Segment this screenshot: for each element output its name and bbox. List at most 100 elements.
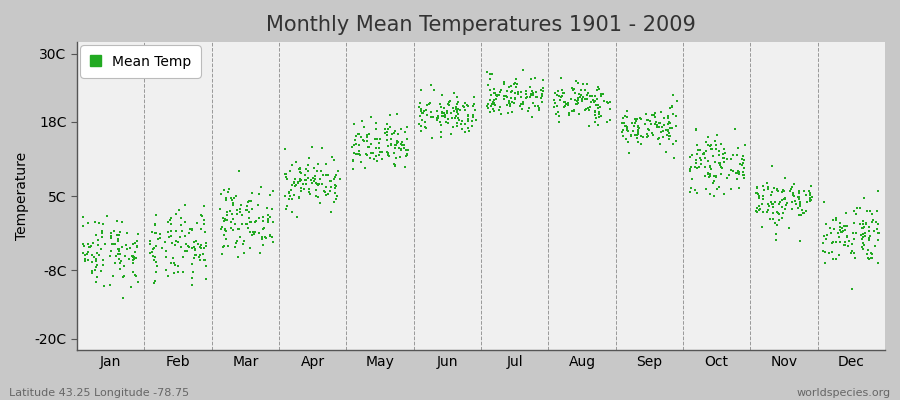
Point [546,104,561,110]
Point [792,211,806,218]
Point [616,114,630,121]
Point [197,257,211,263]
Point [414,108,428,114]
Point [524,91,538,97]
Point [529,94,544,100]
Point [482,109,497,116]
Point [247,231,261,238]
Point [178,241,193,248]
Point [328,181,342,188]
Point [871,221,886,227]
Point [510,89,525,95]
Point [702,143,716,149]
Point [726,168,741,174]
Point [627,120,642,126]
Point [558,99,572,106]
Point [383,112,398,119]
Point [196,221,211,228]
Point [348,133,363,139]
Point [816,240,831,246]
Point [220,228,234,234]
Point [288,176,302,182]
Point [858,230,872,236]
Point [845,241,859,248]
Point [354,159,368,165]
Point [869,226,884,233]
Point [818,259,832,266]
Point [110,218,124,225]
Point [88,218,103,225]
Point [194,226,208,232]
Point [730,151,744,158]
Point [76,222,90,229]
Point [327,176,341,183]
Point [788,198,803,204]
Point [143,238,157,244]
Point [292,177,307,184]
Point [752,206,767,213]
Point [508,84,523,90]
Point [849,211,863,218]
Point [383,141,398,147]
Point [175,215,189,222]
Point [425,135,439,141]
Point [188,252,202,258]
Point [630,131,644,138]
Point [199,243,213,250]
Point [555,86,570,93]
Text: worldspecies.org: worldspecies.org [796,388,891,398]
Point [736,169,751,175]
Point [161,219,176,226]
Point [150,235,165,242]
Point [859,220,873,226]
Point [853,231,868,238]
Point [89,256,104,262]
Point [626,122,641,129]
Point [833,238,848,245]
Point [294,176,309,183]
Point [648,114,662,120]
Point [418,119,433,125]
Point [802,188,816,194]
Point [853,221,868,227]
Point [424,114,438,120]
Point [165,240,179,246]
Point [451,111,465,117]
Point [868,218,883,225]
Point [289,182,303,188]
Point [253,250,267,256]
Point [346,166,361,173]
Point [620,108,634,114]
Point [698,186,713,192]
Point [787,193,801,199]
Point [504,83,518,90]
Point [548,100,562,107]
Point [444,131,458,138]
Point [579,106,593,112]
Point [861,246,876,253]
Point [732,169,746,176]
Point [391,131,405,137]
Point [346,121,361,127]
Point [574,98,589,104]
Point [254,184,268,190]
Point [581,107,596,114]
Point [93,219,107,226]
Point [420,112,435,118]
Point [599,98,614,105]
Point [265,234,279,240]
Point [82,244,96,250]
Point [639,117,653,123]
Point [290,214,304,220]
Point [352,148,366,154]
Point [712,160,726,166]
Point [696,151,710,157]
Point [633,115,647,122]
Point [220,242,235,249]
Point [735,162,750,168]
Point [656,122,670,128]
Point [434,104,448,110]
Point [664,125,679,132]
Point [616,133,630,139]
Point [450,123,464,129]
